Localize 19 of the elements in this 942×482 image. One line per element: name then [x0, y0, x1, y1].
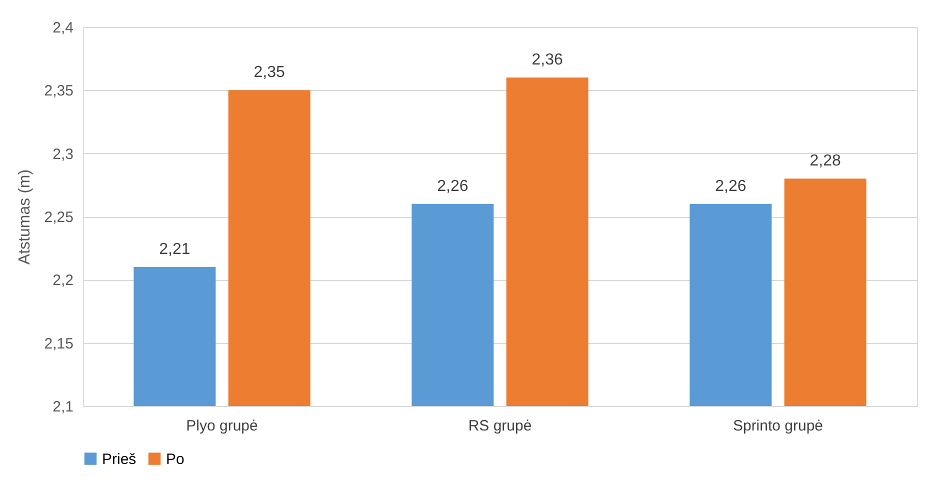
data-label: 2,35	[254, 64, 285, 82]
x-tick-label: Sprinto grupė	[732, 418, 824, 434]
legend-label: Prieš	[102, 450, 136, 468]
y-tick-label: 2,3	[52, 146, 74, 163]
x-tick-label: Plyo grupė	[186, 418, 258, 434]
y-tick-label: 2,4	[52, 20, 74, 36]
data-label: 2,26	[715, 178, 746, 195]
data-label: 2,28	[810, 152, 841, 170]
y-tick-label: 2,1	[52, 398, 74, 416]
y-tick-label: 2,2	[52, 272, 74, 290]
y-axis-title: Atstumas (m)	[16, 169, 34, 265]
y-tick-label: 2,25	[44, 209, 74, 226]
data-label: 2,26	[437, 178, 468, 195]
data-label: 2,36	[532, 52, 563, 69]
data-label: 2,21	[159, 241, 190, 258]
legend-label: Po	[166, 450, 184, 468]
y-tick-label: 2,15	[44, 335, 74, 352]
y-tick-label: 2,35	[44, 82, 74, 100]
x-tick-label: RS grupė	[468, 418, 532, 434]
